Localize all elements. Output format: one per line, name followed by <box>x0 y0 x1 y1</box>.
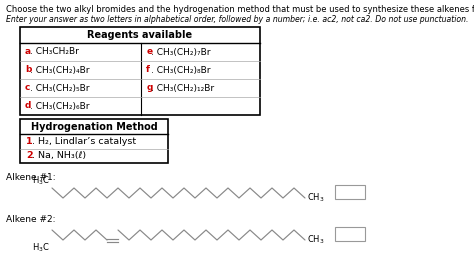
Text: Reagents available: Reagents available <box>87 30 192 40</box>
Bar <box>335 227 365 241</box>
Text: 1: 1 <box>26 137 33 146</box>
Text: . H₂, Lindlar’s catalyst: . H₂, Lindlar’s catalyst <box>32 137 136 146</box>
Text: a: a <box>25 48 31 57</box>
Bar <box>335 185 365 199</box>
Text: . CH₃(CH₂)₁₂Br: . CH₃(CH₂)₁₂Br <box>151 84 214 93</box>
Text: Enter your answer as two letters in alphabetical order, followed by a number; i.: Enter your answer as two letters in alph… <box>6 15 468 24</box>
Text: b: b <box>25 66 31 75</box>
Text: . CH₃(CH₂)₆Br: . CH₃(CH₂)₆Br <box>30 102 90 111</box>
Text: Alkene #1:: Alkene #1: <box>6 173 55 182</box>
Text: Hydrogenation Method: Hydrogenation Method <box>31 121 157 132</box>
Text: 2: 2 <box>26 151 33 160</box>
Text: f: f <box>146 66 150 75</box>
Text: d: d <box>25 102 31 111</box>
Text: . CH₃(CH₂)₅Br: . CH₃(CH₂)₅Br <box>30 84 90 93</box>
Text: . Na, NH₃(ℓ): . Na, NH₃(ℓ) <box>32 151 86 160</box>
Text: . CH₃(CH₂)₈Br: . CH₃(CH₂)₈Br <box>151 66 211 75</box>
Text: g: g <box>146 84 153 93</box>
Bar <box>20 119 168 163</box>
Bar <box>20 27 260 115</box>
Text: . CH₃CH₂Br: . CH₃CH₂Br <box>30 48 79 57</box>
Text: H$_3$C: H$_3$C <box>32 241 50 254</box>
Text: . CH₃(CH₂)₄Br: . CH₃(CH₂)₄Br <box>30 66 90 75</box>
Text: Alkene #2:: Alkene #2: <box>6 215 55 224</box>
Text: . CH₃(CH₂)₇Br: . CH₃(CH₂)₇Br <box>151 48 211 57</box>
Text: H$_3$C: H$_3$C <box>32 174 50 187</box>
Text: CH$_3$: CH$_3$ <box>307 192 325 204</box>
Text: c: c <box>25 84 30 93</box>
Text: CH$_3$: CH$_3$ <box>307 234 325 246</box>
Text: Choose the two alkyl bromides and the hydrogenation method that must be used to : Choose the two alkyl bromides and the hy… <box>6 5 474 14</box>
Text: e: e <box>146 48 152 57</box>
